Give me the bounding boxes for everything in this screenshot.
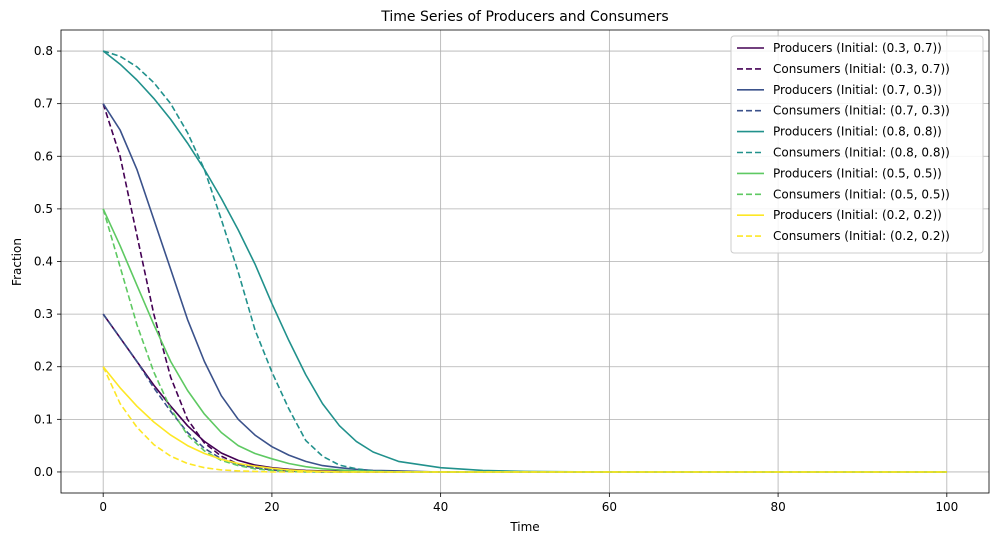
legend-entry-label: Consumers (Initial: (0.8, 0.8)) bbox=[773, 146, 950, 160]
x-tick-label: 40 bbox=[433, 500, 448, 514]
y-axis: 0.0 0.1 0.2 0.3 0.4 0.5 0.6 0.7 0.8 bbox=[34, 44, 61, 479]
grid bbox=[61, 30, 989, 493]
legend-entry-label: Producers (Initial: (0.7, 0.3)) bbox=[773, 83, 942, 97]
y-tick-label: 0.3 bbox=[34, 307, 53, 321]
series-line-10 bbox=[102, 366, 947, 473]
x-tick-label: 20 bbox=[264, 500, 279, 514]
x-axis: 0 20 40 60 80 100 bbox=[99, 493, 958, 514]
plot-lines bbox=[102, 50, 947, 473]
x-tick-label: 100 bbox=[935, 500, 958, 514]
x-tick-label: 0 bbox=[99, 500, 107, 514]
y-tick-label: 0.0 bbox=[34, 465, 53, 479]
legend: Producers (Initial: (0.3, 0.7)) Consumers… bbox=[730, 35, 984, 254]
chart-title: Time Series of Producers and Consumers bbox=[380, 9, 668, 25]
legend-entry-label: Consumers (Initial: (0.3, 0.7)) bbox=[773, 62, 950, 76]
legend-entry-label: Producers (Initial: (0.8, 0.8)) bbox=[773, 125, 942, 139]
x-tick-label: 60 bbox=[602, 500, 617, 514]
y-tick-label: 0.5 bbox=[34, 202, 53, 216]
y-tick-label: 0.8 bbox=[34, 44, 53, 58]
y-axis-label: Fraction bbox=[10, 238, 24, 286]
legend-box bbox=[730, 35, 984, 254]
y-tick-label: 0.2 bbox=[34, 360, 53, 374]
x-axis-label: Time bbox=[509, 520, 539, 534]
y-tick-label: 0.4 bbox=[34, 255, 53, 269]
legend-entry-label: Consumers (Initial: (0.2, 0.2)) bbox=[773, 229, 950, 243]
y-tick-label: 0.6 bbox=[34, 149, 53, 163]
y-tick-label: 0.1 bbox=[34, 412, 53, 426]
y-tick-label: 0.7 bbox=[34, 97, 53, 111]
legend-entry-label: Consumers (Initial: (0.7, 0.3)) bbox=[773, 104, 950, 118]
legend-entry-label: Consumers (Initial: (0.5, 0.5)) bbox=[773, 187, 950, 201]
x-tick-label: 80 bbox=[770, 500, 785, 514]
legend-entry-label: Producers (Initial: (0.3, 0.7)) bbox=[773, 41, 942, 55]
legend-entry-label: Producers (Initial: (0.5, 0.5)) bbox=[773, 166, 942, 180]
legend-entry-label: Producers (Initial: (0.2, 0.2)) bbox=[773, 208, 942, 222]
